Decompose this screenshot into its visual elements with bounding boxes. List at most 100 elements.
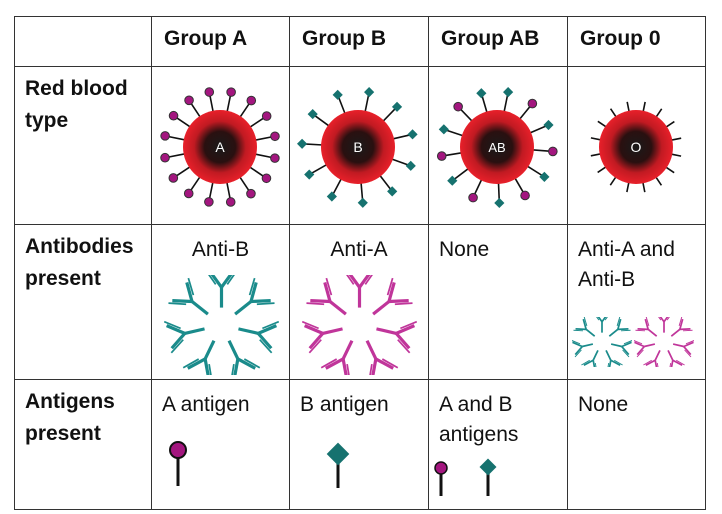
anti-a-antibodies-icon: [302, 275, 417, 375]
antibody-icon: [227, 339, 261, 375]
antigen-a-marker: [160, 131, 170, 141]
antibody-icon: [168, 277, 209, 316]
anti-b-antibodies-icon: [164, 275, 279, 375]
antibody-icon: [182, 339, 216, 375]
antibody-icon: [667, 350, 685, 367]
antibody-icon: [238, 320, 279, 354]
antibody-icon: [376, 320, 417, 354]
antigen-a-small-icon: [434, 461, 448, 496]
antigen-a-marker: [184, 95, 194, 106]
antigens-row: Antigens present A antigen B antigen A a…: [14, 379, 706, 510]
antibody-icon: [634, 339, 656, 358]
anti-a-antibodies-small-icon: [634, 317, 694, 367]
antigen-a-icon: [169, 441, 187, 486]
antibody-icon: [573, 317, 596, 337]
antigen-b-icon: [326, 442, 350, 488]
antigen-b-marker: [447, 175, 458, 186]
antigen-a-marker: [168, 110, 179, 121]
antigen-b-marker: [539, 171, 550, 182]
red-cell-o: O: [590, 101, 682, 193]
antibody-icon: [635, 317, 658, 337]
antibody-cell-a: Anti-B: [151, 224, 290, 380]
antigen-b-marker: [304, 169, 315, 180]
row-label-red-blood-type: Red blood type: [14, 66, 152, 225]
antibody-cell-b: Anti-A: [289, 224, 429, 380]
antigen-b-small-icon: [479, 458, 497, 496]
header-group-ab: Group AB: [428, 16, 568, 67]
antigen-cell-a: A antigen: [151, 379, 290, 510]
antibody-icon: [208, 275, 235, 308]
antibodies-row: Antibodies present Anti-B Anti-A None An…: [14, 224, 706, 380]
antibody-icon: [346, 275, 373, 308]
cell-diagram-a: A: [151, 66, 290, 225]
antibody-icon: [658, 317, 670, 333]
red-blood-type-row: Red blood type A B AB O: [14, 66, 706, 225]
antigen-b-marker: [332, 89, 343, 100]
antibody-icon: [608, 317, 631, 337]
antibody-text-ab: None: [439, 238, 490, 261]
antigen-text-o: None: [578, 393, 629, 416]
antigen-a-marker: [527, 98, 538, 109]
antibody-text-b: Anti-A: [330, 238, 388, 261]
antigen-text-ab: A and B antigens: [439, 393, 519, 446]
antigen-b-marker: [297, 138, 308, 149]
antigen-b-marker: [476, 88, 487, 99]
antibody-icon: [372, 277, 413, 316]
antibody-icon: [320, 339, 354, 375]
antigen-b-marker: [326, 191, 337, 202]
antibody-icon: [365, 339, 399, 375]
antibody-icon: [572, 339, 594, 358]
antibody-icon: [302, 320, 343, 354]
red-cell-a: A: [160, 87, 280, 207]
antigen-b-marker: [405, 160, 416, 171]
antigen-a-marker: [246, 188, 256, 199]
header-group-a: Group A: [151, 16, 290, 67]
antigen-a-marker: [261, 173, 272, 184]
antigen-b-marker: [503, 87, 514, 98]
antibody-icon: [672, 339, 694, 358]
antibody-icon: [610, 339, 632, 358]
row-label-antigens: Antigens present: [14, 379, 152, 510]
antigen-a-marker: [548, 146, 558, 157]
antigen-a-marker: [160, 152, 170, 163]
cell-diagram-o: O: [567, 66, 706, 225]
cell-label: AB: [488, 140, 505, 155]
antigen-a-marker: [270, 131, 280, 142]
cell-diagram-b: B: [289, 66, 429, 225]
cell-body: [599, 110, 673, 184]
antigen-b-marker: [438, 124, 449, 135]
header-empty: [14, 16, 152, 67]
antigen-a-marker: [168, 173, 179, 183]
antigen-b-marker: [543, 119, 554, 131]
antigen-a-marker: [436, 151, 447, 161]
antibody-cell-ab: None: [428, 224, 568, 380]
antibody-icon: [605, 350, 623, 367]
cell-label: B: [353, 139, 362, 155]
antigen-a-marker: [183, 188, 194, 199]
antigen-a-marker: [204, 87, 215, 97]
antigen-cell-b: B antigen: [289, 379, 429, 510]
antigen-text-a: A antigen: [162, 393, 250, 416]
red-cell-b: B: [297, 87, 418, 208]
antigen-a-marker: [453, 101, 463, 112]
antigen-a-marker: [246, 95, 257, 106]
antigen-a-marker: [270, 153, 280, 163]
red-cell-ab: AB: [436, 87, 558, 209]
blood-group-table: Group A Group B Group AB Group 0 Red blo…: [14, 16, 706, 510]
header-row: Group A Group B Group AB Group 0: [14, 16, 706, 67]
cell-label: A: [215, 139, 225, 155]
cell-body: [460, 110, 534, 184]
antigen-b-marker: [494, 197, 505, 209]
antibody-icon: [234, 277, 275, 316]
antigen-a-marker: [204, 197, 214, 207]
anti-b-antibodies-small-icon: [572, 317, 632, 367]
antigen-a-marker: [520, 190, 530, 201]
antibody-icon: [581, 350, 599, 367]
antibody-text-o: Anti-A and Anti-B: [578, 238, 675, 291]
antigen-a-marker: [225, 197, 236, 207]
cell-body: [321, 110, 395, 184]
cell-label: O: [631, 139, 642, 155]
antigen-a-marker: [468, 192, 478, 203]
antigen-b-marker: [407, 129, 418, 140]
antibody-icon: [670, 317, 693, 337]
